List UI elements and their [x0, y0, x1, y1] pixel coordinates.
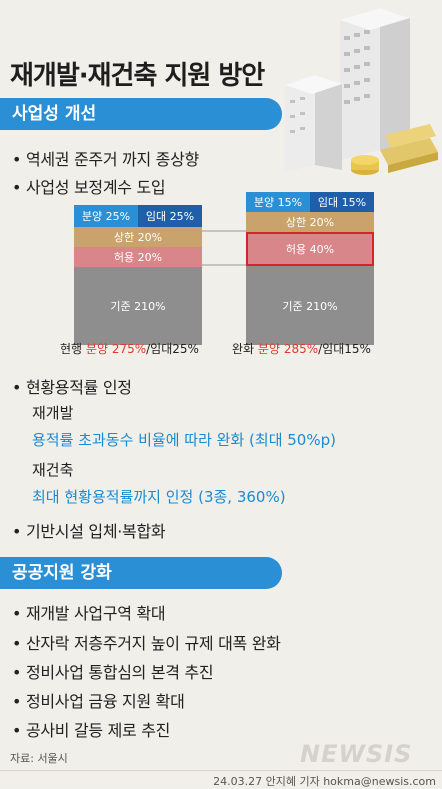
page-title: 재개발·재건축 지원 방안: [10, 61, 265, 91]
section-header-public: 공공지원 강화: [0, 557, 282, 589]
bar-segment-upper: 상한 20%: [74, 227, 202, 247]
bar-segment-base: 기준 210%: [246, 266, 374, 345]
chart-current: 분양 25% 임대 25% 상한 20% 허용 20% 기준 210%: [74, 205, 202, 345]
section-label: 사업성 개선: [12, 104, 97, 124]
bar-segment-upper: 상한 20%: [246, 212, 374, 232]
redev-description: 용적률 초과동수 비율에 따라 완화 (최대 50%p): [32, 431, 336, 449]
recon-label: 재건축: [32, 461, 74, 479]
caption-highlight: 분양 275%: [85, 342, 147, 356]
bullet-item: 공사비 갈등 제로 추진: [12, 717, 170, 741]
bullet-item: 재개발 사업구역 확대: [12, 600, 166, 624]
bullet-item: 역세권 준주거 까지 종상향: [12, 146, 199, 170]
caption-current: 현행 분양 275%/임대25%: [60, 340, 199, 357]
bar-segment-base: 기준 210%: [74, 267, 202, 345]
recon-description: 최대 현황용적률까지 인정 (3종, 360%): [32, 488, 286, 506]
caption-suffix: /임대25%: [146, 342, 199, 356]
caption-prefix: 현행: [60, 342, 83, 356]
newsis-logo: NEWSIS: [300, 740, 413, 768]
bullet-item: 현황용적률 인정: [12, 374, 132, 398]
bar-segment-allowed: 허용 40%: [246, 232, 374, 266]
caption-highlight: 분양 285%: [257, 342, 319, 356]
bar-segment-sale: 분양 15%: [246, 192, 310, 212]
bullet-item: 사업성 보정계수 도입: [12, 174, 166, 198]
bullet-item: 정비사업 통합심의 본격 추진: [12, 659, 214, 683]
caption-relaxed: 완화 분양 285%/임대15%: [232, 340, 371, 357]
source-text: 자료: 서울시: [10, 752, 68, 765]
chart-relaxed: 분양 15% 임대 15% 상한 20% 허용 40% 기준 210%: [246, 192, 374, 345]
redev-label: 재개발: [32, 404, 74, 422]
bullet-item: 정비사업 금융 지원 확대: [12, 688, 185, 712]
bar-segment-rent: 임대 15%: [310, 192, 374, 212]
bar-segment-rent: 임대 25%: [138, 205, 202, 227]
bullet-item: 기반시설 입체·복합화: [12, 518, 166, 542]
bar-segment-allowed: 허용 20%: [74, 247, 202, 267]
section-label: 공공지원 강화: [12, 563, 112, 583]
bar-segment-sale: 분양 25%: [74, 205, 138, 227]
bullet-item: 산자락 저층주거지 높이 규제 대폭 완화: [12, 630, 281, 654]
caption-prefix: 완화: [232, 342, 255, 356]
connector-lines: [202, 230, 248, 266]
footer-divider: [0, 770, 442, 771]
buildings-illustration: [285, 8, 438, 175]
section-header-business: 사업성 개선: [0, 98, 282, 130]
caption-suffix: /임대15%: [318, 342, 371, 356]
credit-text: 24.03.27 안지혜 기자 hokma@newsis.com: [213, 775, 436, 788]
